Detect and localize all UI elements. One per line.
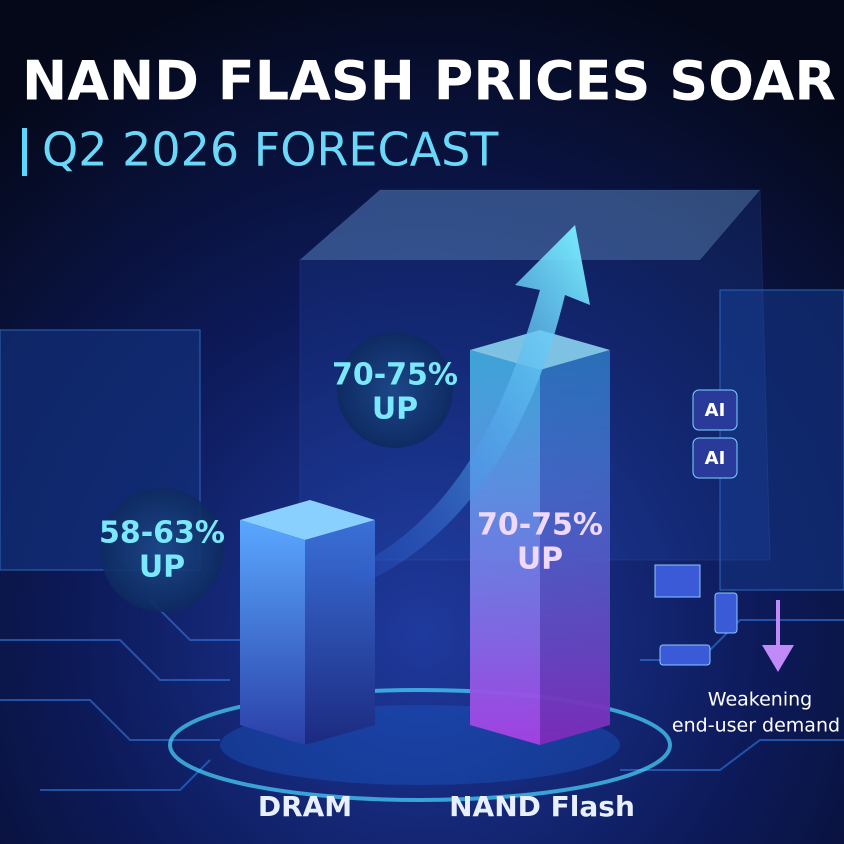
callout-text: 70-75%: [332, 358, 458, 393]
callout-text: 58-63%: [99, 516, 225, 551]
nand-bar: [470, 330, 610, 745]
growth-arrow: [350, 225, 590, 585]
title: NAND FLASH PRICES SOAR: [22, 50, 836, 113]
subtitle-bar: [22, 128, 27, 176]
ai-label: AI: [705, 448, 726, 469]
callout-text: 70-75%: [477, 508, 603, 543]
bar-label: DRAM: [258, 790, 352, 823]
devices: [654, 564, 738, 666]
callout-text: UP: [372, 392, 418, 427]
note-text: end-user demand: [672, 715, 840, 737]
platform-ring: [168, 688, 672, 802]
callout-text: UP: [139, 550, 185, 585]
callout-text: UP: [517, 542, 563, 577]
note-text: Weakening: [708, 689, 812, 711]
ai-chips: [692, 389, 738, 479]
subtitle: Q2 2026 FORECAST: [42, 123, 499, 177]
down-arrow: [762, 600, 794, 672]
callout-bubble: [100, 488, 224, 612]
ai-label: AI: [705, 400, 726, 421]
glass-top: [300, 190, 760, 260]
dram-bar: [240, 500, 375, 745]
callout-bubble: [337, 332, 453, 448]
bar-label: NAND Flash: [449, 790, 635, 823]
